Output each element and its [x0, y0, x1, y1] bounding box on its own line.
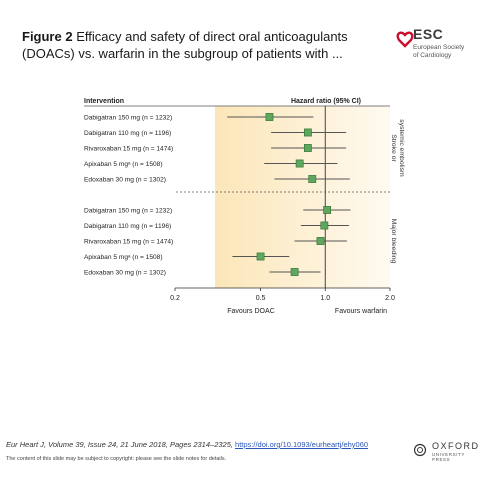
esc-heart-icon [396, 31, 414, 48]
x-tick-label: 1.0 [320, 295, 330, 302]
doi-link[interactable]: https://doi.org/10.1093/eurheartj/ehy060 [235, 440, 369, 449]
hr-marker [290, 268, 299, 276]
column-header-hazard-ratio: Hazard ratio (95% CI) [291, 98, 361, 105]
hr-marker [308, 175, 317, 183]
esc-logo-subtitle-line1: European Society [413, 44, 465, 51]
group-label: Stroke or [390, 134, 397, 162]
x-tick-label: 2.0 [385, 295, 395, 302]
oxford-logo-name: OXFORD [432, 441, 480, 451]
figure-title-text: Efficacy and safety of direct oral antic… [22, 29, 348, 61]
row-label: Dabigatran 110 mg (n = 1196) [84, 130, 171, 137]
citation: Eur Heart J, Volume 39, Issue 24, 21 Jun… [6, 440, 368, 449]
x-tick-label: 0.5 [256, 295, 266, 302]
plot-shading [215, 106, 390, 288]
figure-label: Figure 2 [22, 29, 73, 44]
x-tick-label: 0.2 [170, 295, 180, 302]
oxford-logo-subtitle: UNIVERSITY PRESS [432, 452, 465, 462]
oxford-crest-icon [414, 443, 427, 457]
esc-logo-subtitle: European Society of Cardiology [413, 44, 473, 60]
hr-marker [303, 128, 312, 137]
group-label: Major bleeding [390, 219, 397, 264]
hr-marker [303, 144, 312, 152]
hr-marker [295, 159, 304, 168]
hr-marker [256, 252, 265, 261]
row-label: Apixaban 5 mgᵃ (n = 1508) [84, 254, 163, 261]
row-label: Rivaroxaban 15 mg (n = 1474) [84, 146, 173, 153]
xlabel-favours-doac: Favours DOAC [227, 308, 274, 315]
hr-marker [320, 221, 329, 230]
row-label: Edoxaban 30 mg (n = 1302) [84, 270, 166, 277]
citation-text: Eur Heart J, Volume 39, Issue 24, 21 Jun… [6, 440, 236, 449]
row-label: Apixaban 5 mgᵃ (n = 1508) [84, 161, 163, 168]
esc-logo-name: ESC [413, 26, 444, 42]
hr-marker [323, 206, 332, 214]
hr-marker [316, 237, 325, 245]
row-label: Dabigatran 150 mg (n = 1232) [84, 208, 172, 215]
row-label: Rivaroxaban 15 mg (n = 1474) [84, 239, 173, 246]
group-label: systemic embolism [398, 119, 405, 177]
row-label: Dabigatran 150 mg (n = 1232) [84, 115, 172, 122]
figure-title: Figure 2 Efficacy and safety of direct o… [22, 28, 382, 62]
row-label: Dabigatran 110 mg (n = 1196) [84, 223, 171, 230]
row-label: Edoxaban 30 mg (n = 1302) [84, 177, 166, 184]
esc-logo-subtitle-line2: of Cardiology [413, 52, 452, 59]
xlabel-favours-warfarin: Favours warfarin [335, 308, 387, 315]
copyright-note: The content of this slide may be subject… [6, 456, 227, 462]
column-header-intervention: Intervention [84, 98, 124, 105]
hr-marker [265, 113, 274, 121]
